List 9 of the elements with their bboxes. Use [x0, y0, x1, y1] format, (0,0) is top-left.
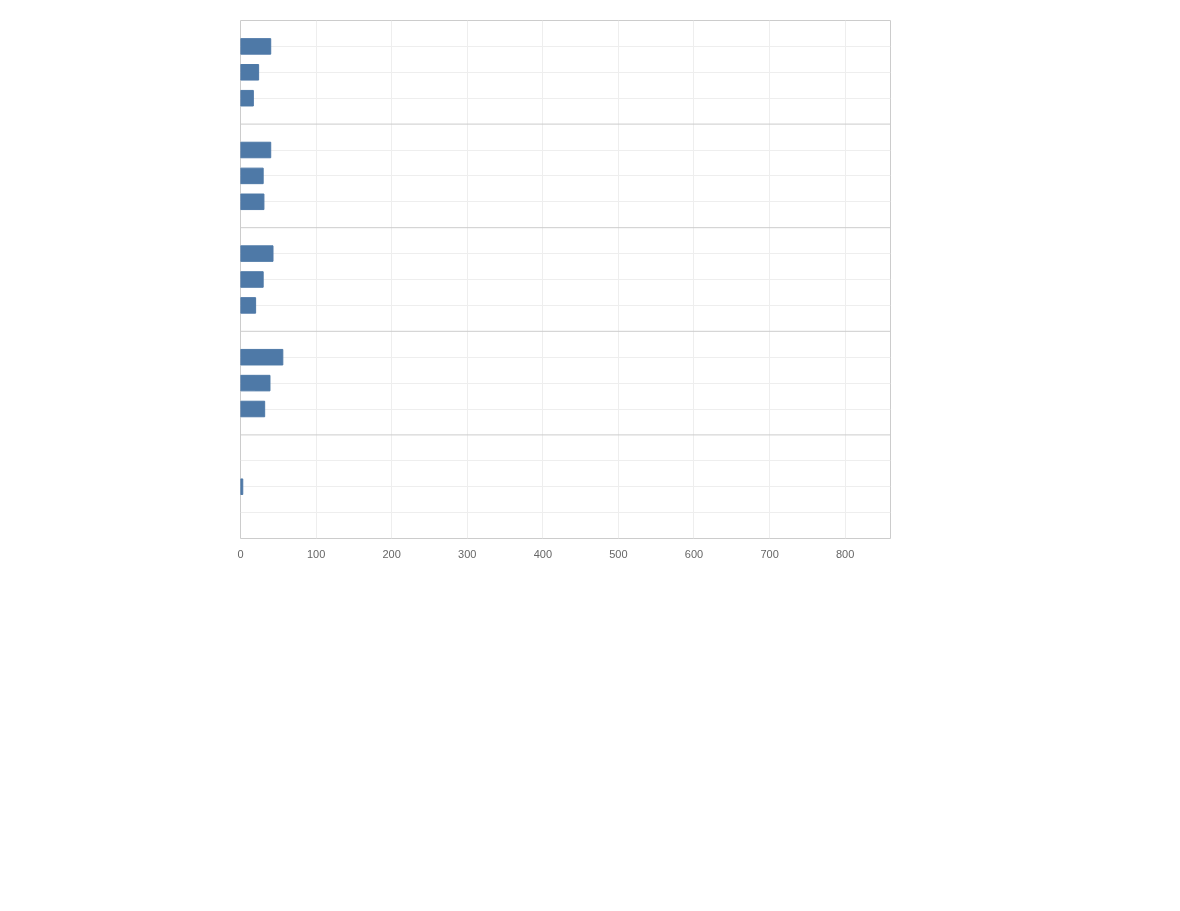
x-tick-label: 0 — [237, 547, 244, 560]
x-tick-label: 100 — [306, 547, 326, 560]
x-tick-label: 200 — [382, 547, 401, 560]
x-tick-label: 700 — [760, 547, 779, 560]
x-tick-label: 600 — [684, 547, 704, 560]
x-tick-label: 800 — [835, 547, 855, 560]
x-tick-label: 300 — [458, 547, 477, 560]
x-tick-label: 500 — [609, 547, 628, 560]
x-tick-label: 400 — [533, 547, 553, 560]
